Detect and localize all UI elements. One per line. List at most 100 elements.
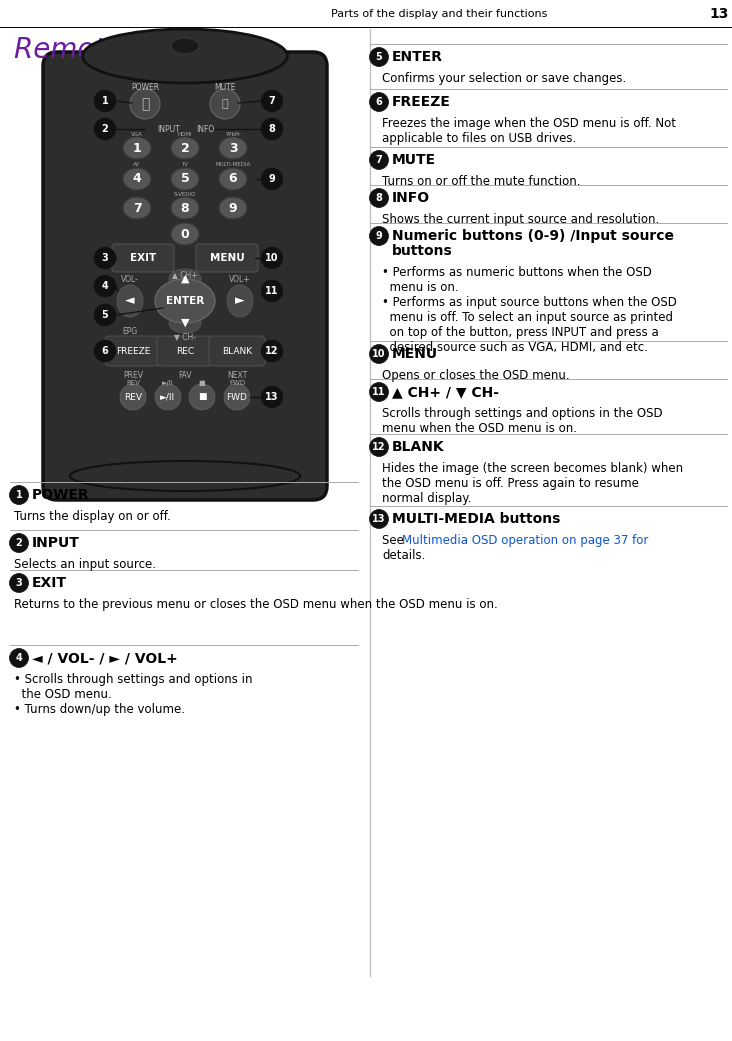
Text: ►: ► <box>235 295 244 307</box>
Circle shape <box>94 91 116 111</box>
Text: Multimedia OSD operation on page 37 for: Multimedia OSD operation on page 37 for <box>402 534 649 547</box>
Ellipse shape <box>123 197 151 219</box>
Text: INFO: INFO <box>392 191 430 205</box>
Circle shape <box>224 384 250 410</box>
Text: desired source such as VGA, HDMI, and etc.: desired source such as VGA, HDMI, and et… <box>382 341 648 354</box>
Circle shape <box>189 384 215 410</box>
Ellipse shape <box>123 168 151 191</box>
Circle shape <box>370 188 389 207</box>
Text: 3: 3 <box>15 578 23 588</box>
Text: ■: ■ <box>198 392 206 402</box>
Text: ENTER: ENTER <box>392 50 443 64</box>
FancyBboxPatch shape <box>43 52 327 500</box>
Circle shape <box>261 340 283 361</box>
Text: S-VEDIO: S-VEDIO <box>173 192 196 197</box>
Circle shape <box>261 119 283 139</box>
Ellipse shape <box>83 29 288 83</box>
Text: VOL-: VOL- <box>121 275 139 283</box>
Text: 6: 6 <box>376 97 382 107</box>
Ellipse shape <box>70 461 300 491</box>
Text: ◄ / VOL- / ► / VOL+: ◄ / VOL- / ► / VOL+ <box>32 651 178 665</box>
Circle shape <box>120 384 146 410</box>
FancyBboxPatch shape <box>196 244 258 272</box>
Text: NEXT: NEXT <box>227 371 247 380</box>
Text: details.: details. <box>382 549 425 562</box>
Text: 13: 13 <box>265 392 279 402</box>
Text: INPUT: INPUT <box>32 536 80 550</box>
Circle shape <box>155 384 181 410</box>
Text: 1: 1 <box>15 490 23 500</box>
Text: Remote control: Remote control <box>14 36 228 64</box>
Text: Opens or closes the OSD menu.: Opens or closes the OSD menu. <box>382 369 569 382</box>
Circle shape <box>370 345 389 363</box>
Text: See: See <box>382 534 408 547</box>
Circle shape <box>261 91 283 111</box>
Text: AV: AV <box>133 162 141 168</box>
Ellipse shape <box>219 197 247 219</box>
Text: ENTER: ENTER <box>166 296 204 306</box>
Text: 2: 2 <box>102 124 108 134</box>
Text: ▲: ▲ <box>181 274 190 284</box>
Text: TV: TV <box>182 162 189 168</box>
Text: 6: 6 <box>228 173 237 185</box>
Text: ▲ CH+: ▲ CH+ <box>172 271 198 279</box>
Text: 7: 7 <box>132 202 141 214</box>
Text: MULTI-MEDIA buttons: MULTI-MEDIA buttons <box>392 512 561 526</box>
Text: REC: REC <box>176 347 194 355</box>
Ellipse shape <box>171 39 199 54</box>
Text: FREEZE: FREEZE <box>392 95 451 109</box>
Circle shape <box>10 533 29 553</box>
Circle shape <box>94 305 116 326</box>
Text: 13: 13 <box>709 7 728 21</box>
Text: 10: 10 <box>265 253 279 263</box>
Circle shape <box>370 382 389 402</box>
Text: VGA: VGA <box>131 131 143 136</box>
Circle shape <box>10 485 29 505</box>
Text: REV: REV <box>124 392 142 402</box>
Text: ►/II: ►/II <box>162 380 174 386</box>
Text: menu when the OSD menu is on.: menu when the OSD menu is on. <box>382 422 577 435</box>
Text: 6: 6 <box>102 346 108 356</box>
Circle shape <box>130 88 160 119</box>
Text: ■: ■ <box>198 380 205 386</box>
Bar <box>89 51 281 71</box>
Ellipse shape <box>227 285 253 318</box>
Text: 3: 3 <box>102 253 108 263</box>
Text: 5: 5 <box>181 173 190 185</box>
Circle shape <box>261 248 283 269</box>
Text: • Performs as numeric buttons when the OSD: • Performs as numeric buttons when the O… <box>382 266 652 279</box>
Text: BLANK: BLANK <box>222 347 252 355</box>
Text: • Turns down/up the volume.: • Turns down/up the volume. <box>14 703 185 716</box>
Text: EPG: EPG <box>122 327 138 335</box>
Circle shape <box>94 119 116 139</box>
Text: 12: 12 <box>373 442 386 452</box>
Text: FAV: FAV <box>178 371 192 380</box>
Ellipse shape <box>169 269 201 289</box>
FancyBboxPatch shape <box>209 336 265 366</box>
Ellipse shape <box>155 279 215 323</box>
Circle shape <box>94 276 116 297</box>
Text: BLANK: BLANK <box>392 440 444 454</box>
Circle shape <box>370 48 389 67</box>
Text: FWD: FWD <box>229 380 245 386</box>
Text: ►/II: ►/II <box>160 392 176 402</box>
Text: INPUT: INPUT <box>157 125 180 133</box>
Ellipse shape <box>219 137 247 159</box>
Text: FREEZE: FREEZE <box>116 347 150 355</box>
Text: 4: 4 <box>102 281 108 291</box>
Ellipse shape <box>123 137 151 159</box>
Ellipse shape <box>171 168 199 191</box>
Text: Hides the image (the screen becomes blank) when: Hides the image (the screen becomes blan… <box>382 462 683 475</box>
Text: 9: 9 <box>376 231 382 242</box>
Text: POWER: POWER <box>32 488 89 502</box>
Ellipse shape <box>117 285 143 318</box>
Text: the OSD menu.: the OSD menu. <box>14 688 112 701</box>
Text: • Performs as input source buttons when the OSD: • Performs as input source buttons when … <box>382 296 677 309</box>
Text: 5: 5 <box>102 310 108 320</box>
Text: the OSD menu is off. Press again to resume: the OSD menu is off. Press again to resu… <box>382 477 639 490</box>
Circle shape <box>10 649 29 667</box>
Text: EXIT: EXIT <box>32 576 67 590</box>
Text: HDMI: HDMI <box>178 131 193 136</box>
Circle shape <box>370 227 389 246</box>
Text: YPbPr: YPbPr <box>225 131 241 136</box>
